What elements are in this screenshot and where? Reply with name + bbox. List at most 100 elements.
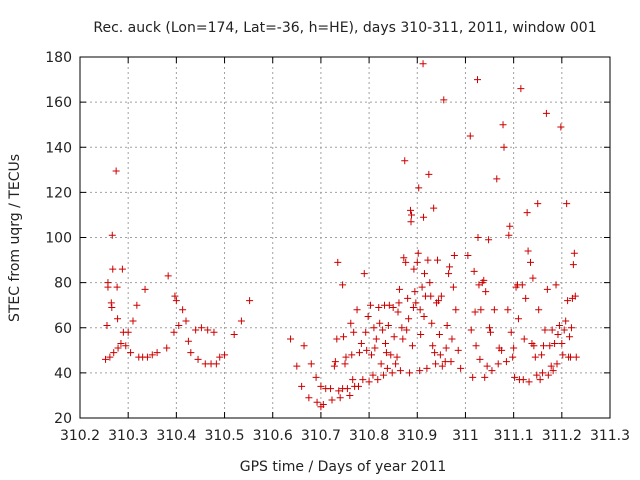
data-point	[401, 157, 409, 165]
x-tick-label: 310.4	[156, 428, 196, 444]
data-point	[355, 349, 363, 357]
data-point	[124, 328, 132, 336]
data-point	[364, 312, 372, 320]
data-point	[382, 349, 390, 357]
data-point	[490, 306, 498, 314]
data-point	[170, 328, 178, 336]
data-point	[571, 292, 579, 300]
data-point	[148, 351, 156, 359]
data-point	[412, 299, 420, 307]
data-point	[117, 340, 125, 348]
data-point	[500, 143, 508, 151]
data-point	[410, 265, 418, 273]
data-point	[389, 303, 397, 311]
data-point	[347, 319, 355, 327]
data-point	[118, 265, 126, 273]
data-point	[437, 292, 445, 300]
data-point	[511, 373, 519, 381]
data-point	[536, 376, 544, 384]
y-tick-label: 100	[45, 231, 72, 247]
data-point	[362, 328, 370, 336]
data-point	[395, 299, 403, 307]
data-point	[525, 378, 533, 386]
data-point	[466, 132, 474, 140]
data-point	[504, 306, 512, 314]
data-point	[380, 371, 388, 379]
data-point	[477, 306, 485, 314]
data-point	[114, 315, 122, 323]
y-tick-label: 140	[45, 140, 72, 156]
data-point	[569, 261, 577, 269]
data-point	[404, 294, 412, 302]
data-point	[435, 331, 443, 339]
data-point	[505, 231, 513, 239]
data-point	[357, 340, 365, 348]
data-point	[390, 333, 398, 341]
data-point	[171, 292, 179, 300]
data-point	[467, 326, 475, 334]
data-point	[551, 340, 559, 348]
data-point	[438, 362, 446, 370]
data-point	[305, 394, 313, 402]
data-point	[212, 360, 220, 368]
data-point	[416, 306, 424, 314]
data-point	[493, 175, 501, 183]
data-point	[436, 351, 444, 359]
data-point	[375, 303, 383, 311]
data-point	[399, 335, 407, 343]
data-point	[354, 382, 362, 390]
data-point	[108, 303, 116, 311]
data-point	[385, 301, 393, 309]
data-point	[359, 376, 367, 384]
data-point	[184, 337, 192, 345]
data-point	[517, 85, 525, 93]
data-point	[164, 272, 172, 280]
data-point	[367, 301, 375, 309]
data-point	[535, 306, 543, 314]
data-point	[572, 353, 580, 361]
y-tick-label: 160	[45, 95, 72, 111]
data-point	[541, 326, 549, 334]
data-point	[163, 344, 171, 352]
data-point	[112, 167, 120, 175]
data-point	[559, 351, 567, 359]
data-point	[368, 351, 375, 359]
data-point	[172, 297, 180, 305]
data-point	[480, 276, 488, 284]
data-point	[420, 312, 428, 320]
data-point	[379, 326, 387, 334]
x-tick-label: 310.8	[349, 428, 389, 444]
data-point	[313, 398, 321, 406]
data-point	[103, 321, 111, 329]
data-point	[340, 333, 348, 341]
data-point	[398, 324, 406, 332]
data-point	[317, 382, 325, 390]
data-point	[509, 353, 517, 361]
data-point	[554, 331, 562, 339]
x-tick-label: 310.6	[253, 428, 293, 444]
data-point	[415, 184, 423, 192]
data-point	[377, 360, 385, 368]
data-point	[472, 342, 480, 350]
data-point	[499, 121, 507, 129]
data-point	[423, 364, 431, 372]
data-point	[424, 256, 432, 264]
data-point	[485, 236, 493, 244]
data-point	[529, 274, 537, 282]
data-point	[547, 362, 555, 370]
data-point	[363, 346, 371, 354]
data-point	[454, 346, 462, 354]
data-point	[469, 373, 477, 381]
data-point	[450, 252, 458, 260]
data-point	[122, 342, 130, 350]
data-point	[519, 376, 527, 384]
data-point	[418, 283, 426, 291]
data-point	[449, 283, 457, 291]
data-point	[221, 351, 229, 359]
data-point	[104, 279, 112, 287]
data-point	[510, 344, 518, 352]
data-point	[393, 353, 401, 361]
data-point	[534, 200, 542, 208]
data-point	[498, 346, 506, 354]
